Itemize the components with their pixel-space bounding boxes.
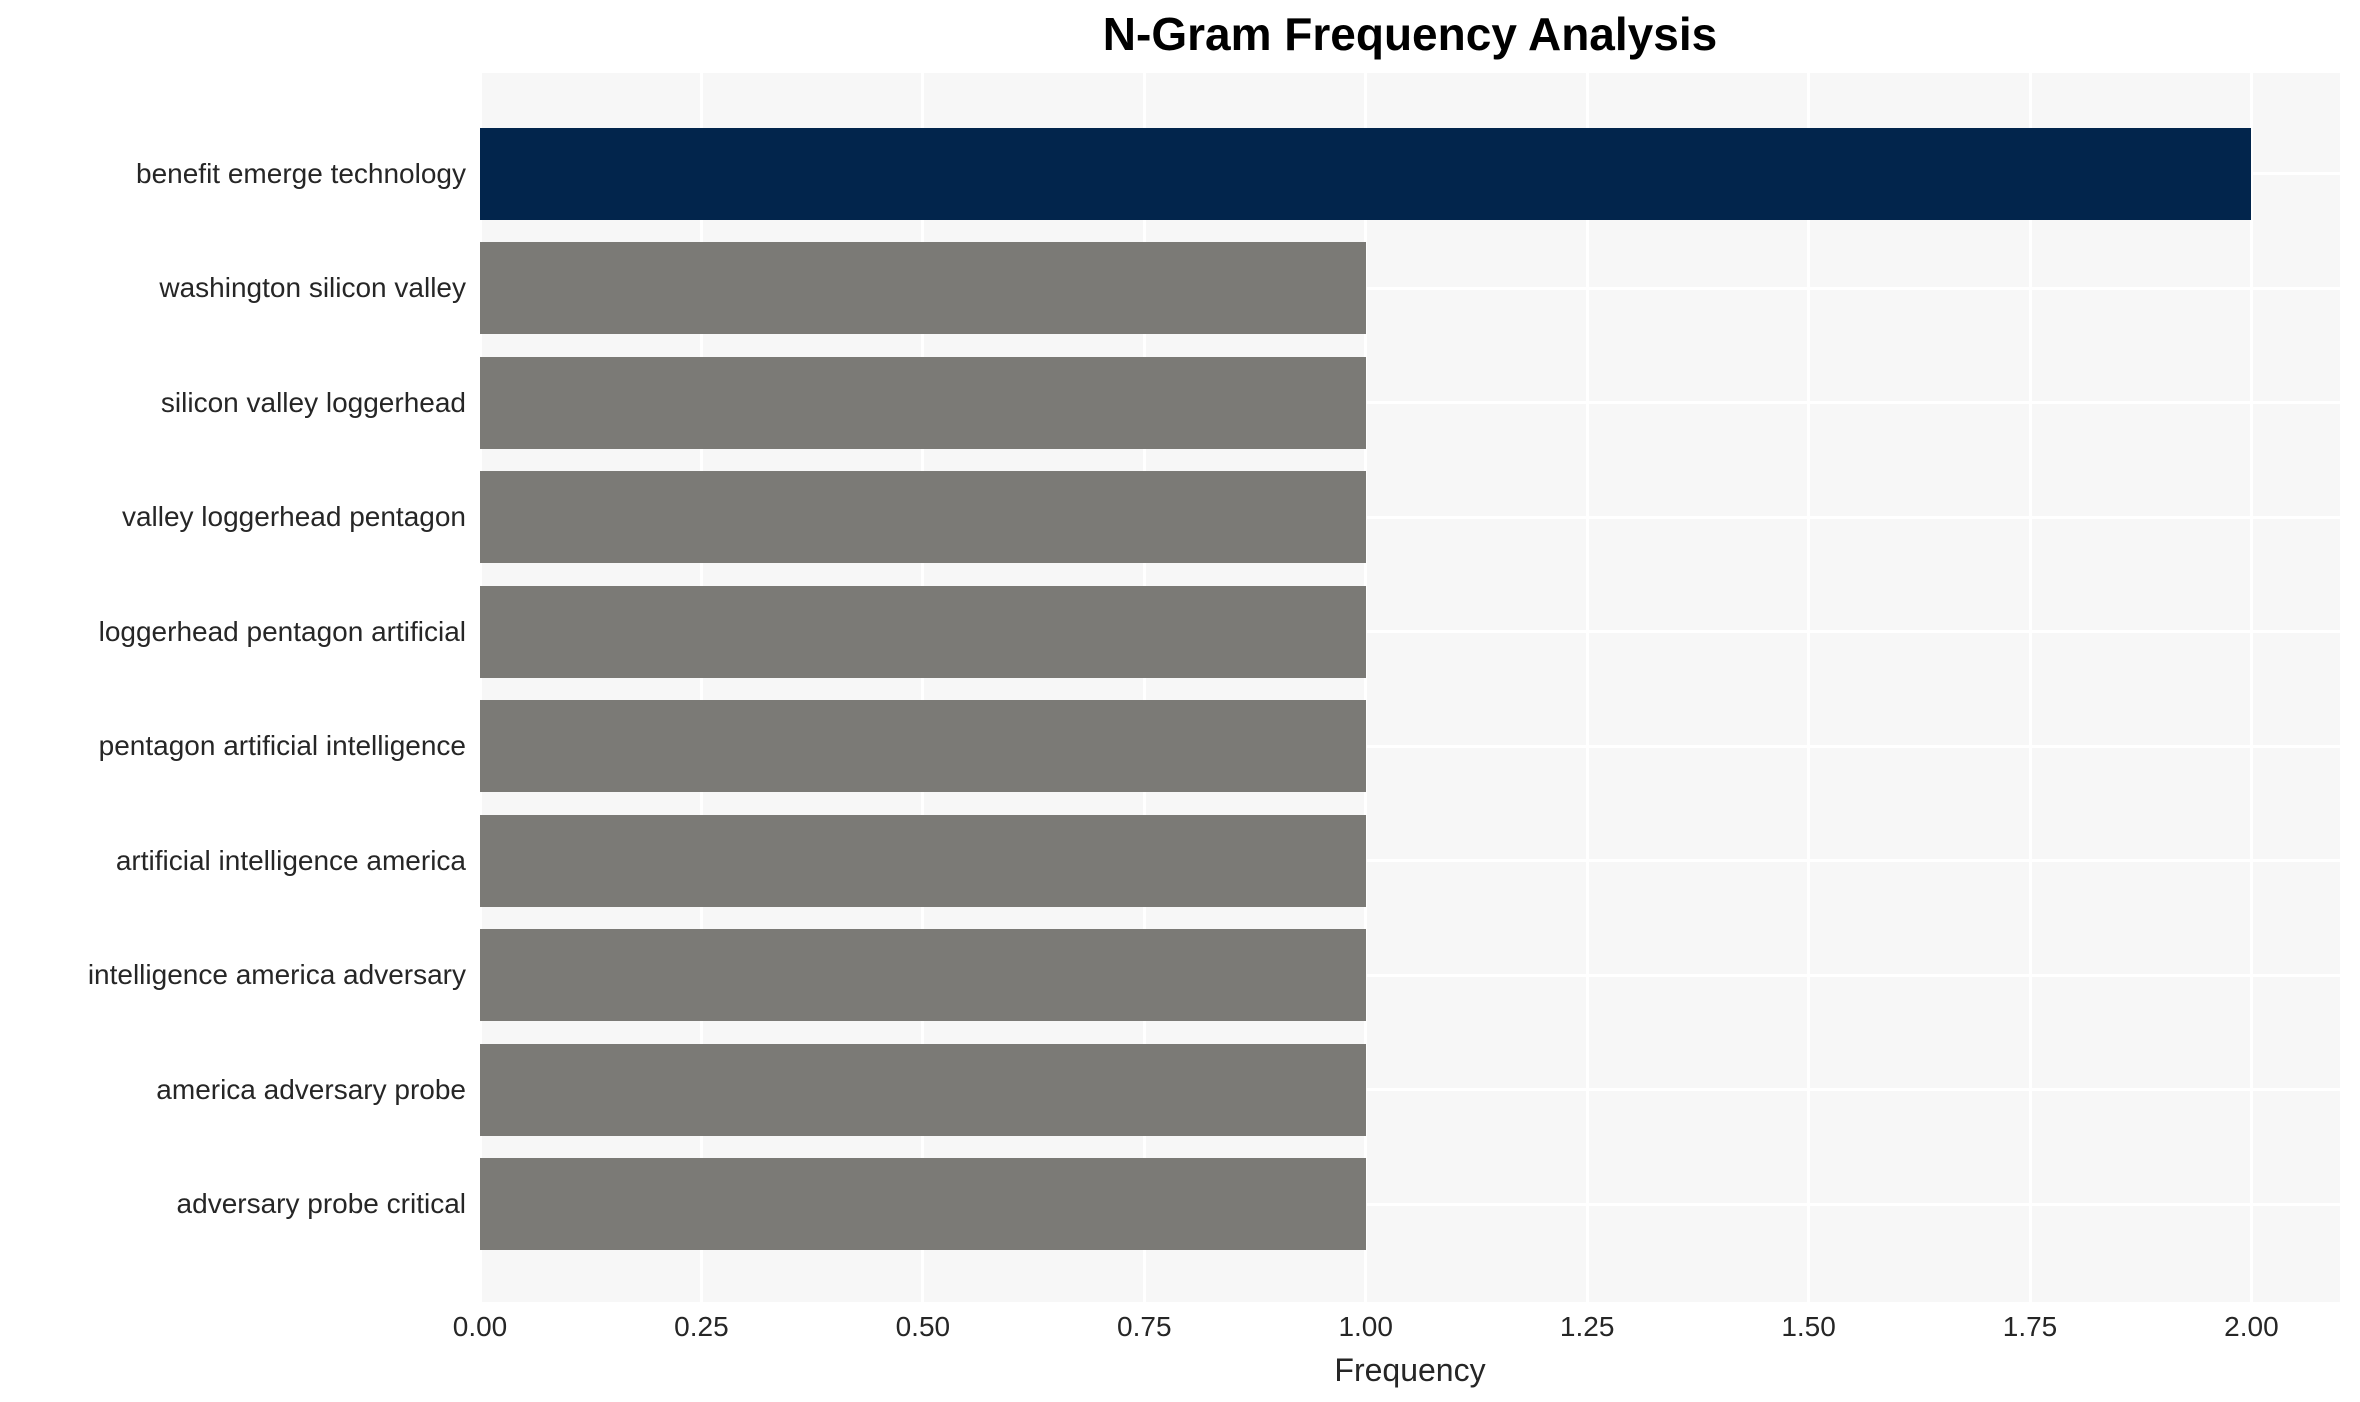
y-tick-label: adversary probe critical [176,1188,466,1219]
y-tick-label: pentagon artificial intelligence [98,730,466,761]
x-gridline [480,73,482,1302]
bar [480,356,1366,449]
bar [480,929,1366,1021]
y-gridline [480,744,2340,748]
x-tick-label: 0.00 [452,1311,508,1342]
x-axis-title: Frequency [1334,1352,1486,1388]
y-gridline [480,286,2340,290]
y-gridline [480,630,2340,633]
x-gridline [1807,73,1811,1302]
y-gridline [480,515,2340,519]
y-gridline [480,859,2340,862]
bar [480,1043,1366,1136]
y-tick-label: benefit emerge technology [136,157,466,189]
x-tick-label: 1.00 [1338,1311,1393,1342]
bar [480,1158,1366,1250]
bar [480,127,2252,220]
x-tick-label: 0.50 [895,1311,951,1342]
x-gridline [921,73,925,1302]
bar [480,242,1366,334]
x-tick-label: 0.25 [674,1311,729,1342]
y-gridline [480,973,2340,977]
x-gridline [1585,73,1589,1302]
x-axis-ticks: 0.00 0.25 0.50 0.75 1.00 1.25 1.50 1.75 2.00 [0,1309,2360,1345]
bar [480,585,1366,678]
y-gridline [480,401,2340,404]
y-tick-label: artificial intelligence america [115,844,466,876]
x-gridline [1142,73,1146,1302]
x-gridline [2028,73,2032,1302]
y-tick-label: valley loggerhead pentagon [121,501,466,532]
x-tick-label: 1.50 [1781,1311,1836,1342]
plot-area [480,73,2340,1302]
y-tick-label: america adversary probe [156,1073,466,1105]
x-gridline [1364,73,1368,1302]
y-gridline [480,1202,2340,1206]
y-tick-label: loggerhead pentagon artificial [98,615,466,647]
chart-title: N-Gram Frequency Analysis [1102,8,1718,60]
x-gridline [2249,73,2253,1302]
x-tick-label: 1.25 [1559,1311,1615,1342]
y-axis-labels: benefit emerge technology washington sili… [0,73,466,1302]
bar [480,814,1366,907]
x-tick-label: 0.75 [1117,1311,1172,1342]
x-tick-label: 1.75 [2002,1311,2058,1342]
y-gridline [480,1088,2340,1091]
y-tick-label: washington silicon valley [159,272,466,303]
y-tick-label: intelligence america adversary [87,959,466,990]
y-tick-label: silicon valley loggerhead [160,386,466,418]
x-gridline [699,73,703,1302]
bar [480,700,1366,792]
x-tick-label: 2.00 [2224,1311,2279,1342]
bar [480,471,1366,563]
